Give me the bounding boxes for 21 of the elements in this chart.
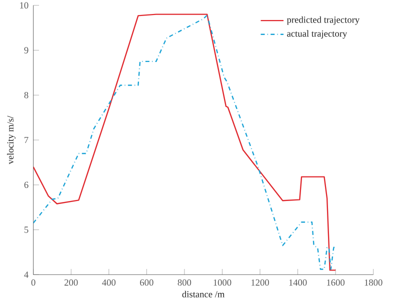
- x-tick-label: 1200: [251, 279, 269, 286]
- x-tick-label: 1800: [364, 279, 382, 286]
- x-tick-label: 1600: [327, 279, 345, 286]
- y-axis-title: velocity m/s/: [6, 116, 16, 164]
- x-axis-title: distance /m: [182, 290, 225, 298]
- y-tick-label: 5: [24, 226, 28, 233]
- y-tick-label: 4: [24, 272, 28, 278]
- y-tick-label: 9: [24, 47, 28, 54]
- x-tick-label: 200: [64, 279, 78, 286]
- y-tick-label: 6: [24, 182, 28, 188]
- y-tick-label: 8: [24, 92, 28, 98]
- y-tick-label: 10: [20, 2, 28, 8]
- x-tick-label: 0: [31, 279, 36, 286]
- x-tick-label: 1000: [214, 279, 232, 286]
- x-tick-label: 1400: [289, 279, 307, 286]
- x-tick-label: 800: [178, 279, 192, 286]
- legend-label: actual trajectory: [287, 30, 348, 39]
- legend-label: predicted trajectory: [286, 16, 360, 25]
- y-tick-label: 7: [24, 136, 28, 144]
- x-tick-label: 600: [140, 279, 154, 286]
- x-tick-label: 400: [102, 279, 116, 286]
